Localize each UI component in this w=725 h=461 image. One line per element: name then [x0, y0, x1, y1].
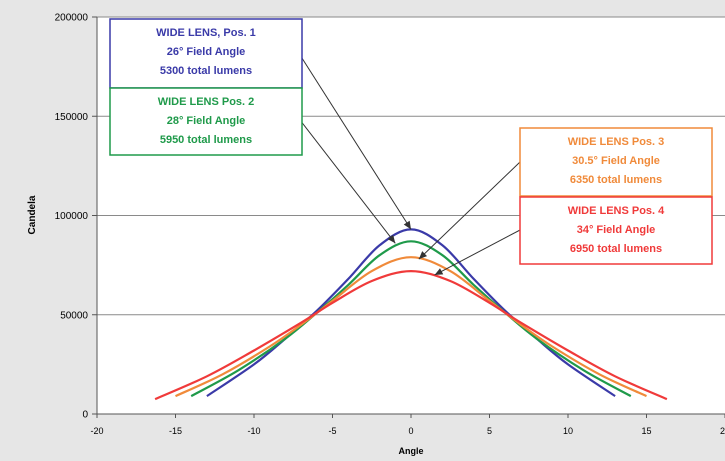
- annotation-box: [519, 196, 713, 265]
- annotation-pos-2: WIDE LENS Pos. 2 28° Field Angle 5950 tota…: [109, 87, 303, 156]
- annotation-box: [109, 87, 303, 156]
- annotation-arrowhead: [418, 251, 428, 260]
- y-tick-label: 100000: [55, 211, 89, 222]
- annotation-line: 26° Field Angle: [167, 46, 246, 58]
- annotation-line: WIDE LENS Pos. 3: [568, 136, 665, 148]
- axes: 0 50000 100000 150000 200000 -20 -15 -10 -5 0 5 10 1…: [55, 13, 725, 436]
- annotation-line: WIDE LENS Pos. 4: [568, 205, 665, 217]
- series-line-pos-3: [175, 256, 647, 398]
- y-axis-label: Candela: [27, 195, 38, 234]
- x-tick-label: 10: [563, 426, 573, 436]
- annotation-pos-1: WIDE LENS, Pos. 1 26° Field Angle 5300 tot…: [109, 18, 303, 89]
- x-tick-label: 15: [641, 426, 651, 436]
- annotation-line: 34° Field Angle: [577, 224, 656, 236]
- x-tick-label: -20: [90, 426, 103, 436]
- x-tick-label: 5: [487, 426, 492, 436]
- x-axis-label: Angle: [398, 446, 423, 456]
- annotation-arrow-line: [299, 119, 396, 244]
- series-line-pos-4: [154, 269, 668, 401]
- annotation-box: [519, 127, 713, 197]
- series-line-pos-2: [190, 240, 632, 398]
- x-tick-label: -5: [328, 426, 336, 436]
- x-tick-label: 0: [408, 426, 413, 436]
- annotation-line: 28° Field Angle: [167, 115, 246, 127]
- y-tick-label: 200000: [55, 13, 89, 24]
- series-lines: [154, 228, 668, 401]
- annotation-line: WIDE LENS Pos. 2: [158, 96, 255, 108]
- annotation-line: 5950 total lumens: [160, 134, 252, 146]
- x-tick-label: -15: [169, 426, 182, 436]
- annotation-arrowhead: [434, 268, 444, 276]
- annotation-line: 30.5° Field Angle: [572, 155, 660, 167]
- annotation-pos-4: WIDE LENS Pos. 4 34° Field Angle 6950 tota…: [519, 196, 713, 265]
- annotation-box: [109, 18, 303, 89]
- annotation-line: 6950 total lumens: [570, 243, 662, 255]
- x-tick-label: -10: [247, 426, 260, 436]
- annotation-arrowhead: [387, 234, 396, 244]
- annotation-boxes: WIDE LENS, Pos. 1 26° Field Angle 5300 tot…: [109, 18, 713, 265]
- y-tick-label: 50000: [60, 310, 88, 321]
- annotation-line: WIDE LENS, Pos. 1: [156, 27, 256, 39]
- annotation-arrowhead: [403, 220, 411, 230]
- annotation-line: 6350 total lumens: [570, 174, 662, 186]
- annotation-arrow-line: [418, 161, 521, 260]
- y-tick-label: 150000: [55, 112, 89, 123]
- annotation-line: 5300 total lumens: [160, 65, 252, 77]
- annotation-arrow-line: [299, 54, 412, 230]
- y-tick-label: 0: [82, 410, 88, 421]
- annotation-arrow-line: [434, 228, 523, 276]
- annotation-arrows: [299, 54, 523, 276]
- annotation-pos-3: WIDE LENS Pos. 3 30.5° Field Angle 6350 to…: [519, 127, 713, 197]
- x-tick-label: 20: [720, 426, 725, 436]
